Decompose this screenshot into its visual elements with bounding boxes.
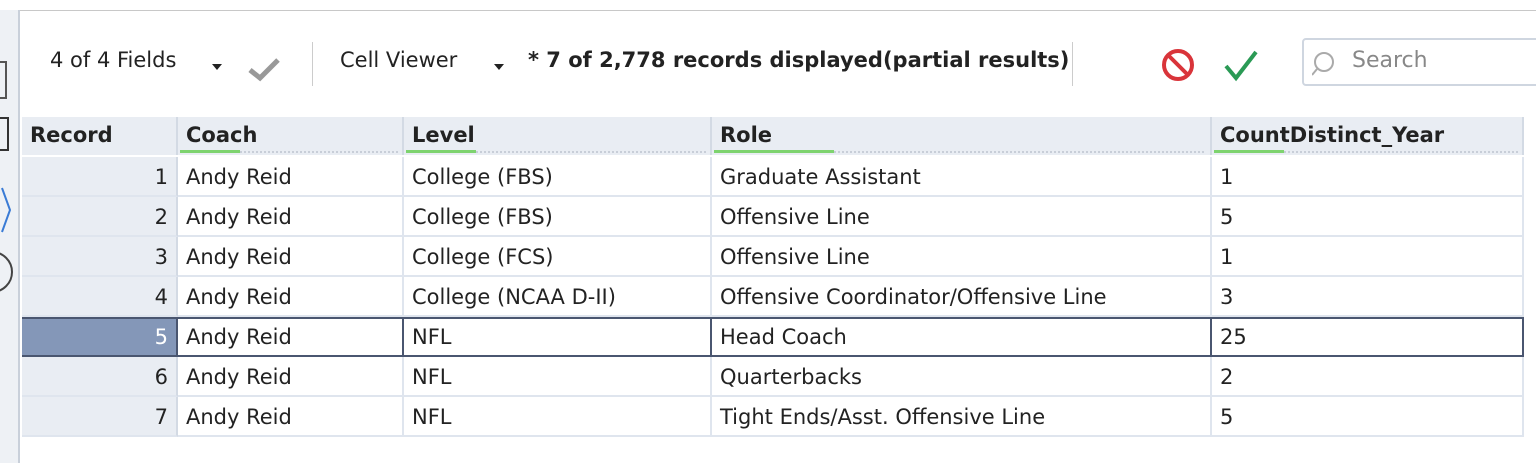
search-placeholder: Search [1352,48,1428,73]
cancel-button[interactable] [1162,49,1194,81]
coach-cell[interactable]: Andy Reid [178,237,404,277]
count-cell[interactable]: 1 [1212,157,1524,197]
count-cell[interactable]: 3 [1212,277,1524,317]
header-underline [180,150,240,153]
column-header[interactable]: Level [404,117,712,155]
count-cell[interactable]: 1 [1212,237,1524,277]
count-cell[interactable]: 2 [1212,357,1524,397]
level-cell[interactable]: College (FCS) [404,237,712,277]
column-header[interactable]: CountDistinct_Year [1212,117,1524,155]
side-icon[interactable] [0,61,7,99]
record-cell[interactable]: 5 [22,317,178,357]
level-cell[interactable]: NFL [404,397,712,437]
record-cell[interactable]: 4 [22,277,178,317]
side-icon[interactable] [0,252,13,292]
record-cell[interactable]: 1 [22,157,178,197]
level-cell[interactable]: College (FBS) [404,157,712,197]
coach-cell[interactable]: Andy Reid [178,157,404,197]
column-header[interactable]: Record [22,117,178,155]
role-cell[interactable]: Offensive Coordinator/Offensive Line [712,277,1212,317]
side-icon[interactable] [0,117,9,151]
header-dots [240,151,398,153]
role-cell[interactable]: Head Coach [712,317,1212,357]
side-icon[interactable] [1,187,12,233]
column-header[interactable]: Coach [178,117,404,155]
role-cell[interactable]: Offensive Line [712,197,1212,237]
role-cell[interactable]: Graduate Assistant [712,157,1212,197]
header-underline [406,150,476,153]
confirm-button[interactable] [1224,50,1258,82]
search-box[interactable]: Search [1302,38,1536,86]
count-cell[interactable]: 25 [1212,317,1524,357]
role-cell[interactable]: Tight Ends/Asst. Offensive Line [712,397,1212,437]
header-underline [714,150,834,153]
status-text: * 7 of 2,778 records displayed(partial r… [528,48,1070,72]
count-cell[interactable]: 5 [1212,397,1524,437]
separator [312,42,313,86]
separator [1072,42,1073,86]
record-cell[interactable]: 6 [22,357,178,397]
fields-dropdown[interactable]: 4 of 4 Fields [50,48,177,72]
header-dots [1284,151,1518,153]
coach-cell[interactable]: Andy Reid [178,317,404,357]
level-cell[interactable]: NFL [404,357,712,397]
coach-cell[interactable]: Andy Reid [178,397,404,437]
side-strip [0,10,20,463]
coach-cell[interactable]: Andy Reid [178,357,404,397]
toolbar-icons [212,58,280,82]
search-icon [1312,52,1334,76]
dropdown-arrow[interactable] [212,64,222,70]
level-cell[interactable]: College (FBS) [404,197,712,237]
role-cell[interactable]: Quarterbacks [712,357,1212,397]
record-cell[interactable]: 7 [22,397,178,437]
header-dots [476,151,706,153]
viewer-dropdown[interactable]: Cell Viewer [340,48,458,72]
side-icons [0,61,13,292]
level-cell[interactable]: NFL [404,317,712,357]
record-cell[interactable]: 2 [22,197,178,237]
header-underline [1214,150,1284,153]
column-header[interactable]: Role [712,117,1212,155]
coach-cell[interactable]: Andy Reid [178,277,404,317]
header-dots [834,151,1206,153]
role-cell[interactable]: Offensive Line [712,237,1212,277]
dropdown-arrow[interactable] [494,64,504,70]
top-border [0,10,1536,11]
record-cell[interactable]: 3 [22,237,178,277]
apply-check[interactable] [248,58,280,82]
count-cell[interactable]: 5 [1212,197,1524,237]
coach-cell[interactable]: Andy Reid [178,197,404,237]
dropdown-arrow-icon [494,64,504,70]
level-cell[interactable]: College (NCAA D-II) [404,277,712,317]
action-icons [1162,49,1258,82]
